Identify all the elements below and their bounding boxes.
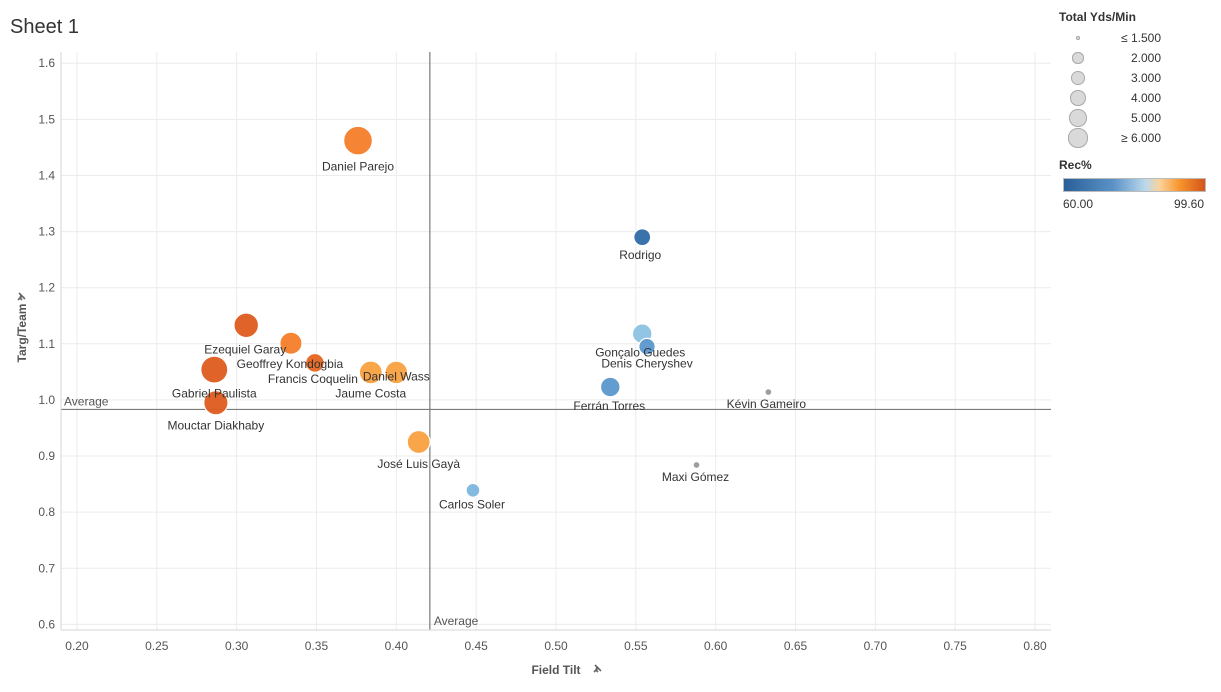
data-point[interactable] <box>599 376 621 398</box>
axes: 0.20 0.25 0.30 0.35 0.40 0.45 0.50 0.55 0.60 0.65… <box>38 52 1051 653</box>
data-point[interactable] <box>343 125 373 156</box>
x-tick-label: 0.70 <box>864 639 888 653</box>
data-point[interactable] <box>233 312 260 339</box>
y-tick-label: 0.9 <box>38 449 55 463</box>
data-point[interactable] <box>304 352 325 373</box>
x-average-label: Average <box>434 614 479 628</box>
size-legend-circle <box>1072 52 1084 64</box>
size-legend-circle <box>1070 90 1086 106</box>
x-axis-title: Field Tilt <box>531 663 580 677</box>
data-point[interactable] <box>692 460 701 470</box>
x-tick-label: 0.65 <box>784 639 808 653</box>
size-legend-label: ≥ 6.000 <box>1121 131 1161 145</box>
y-tick-label: 1.5 <box>38 112 55 126</box>
y-average-label: Average <box>64 394 109 408</box>
data-point[interactable] <box>764 388 773 397</box>
y-tick-label: 1.2 <box>38 281 55 295</box>
color-legend-min: 60.00 <box>1063 197 1094 211</box>
y-axis-pin-icon[interactable] <box>17 292 26 301</box>
data-point[interactable] <box>633 228 652 247</box>
data-label: Carlos Soler <box>439 497 505 511</box>
size-legend-item: ≥ 6.000 <box>1059 128 1219 148</box>
data-label: Gabriel Paulista <box>172 387 257 401</box>
size-legend-circle <box>1071 71 1085 85</box>
size-legend-circle <box>1068 128 1088 148</box>
y-tick-label: 1.0 <box>38 393 55 407</box>
x-tick-label: 0.35 <box>305 639 329 653</box>
data-label: Maxi Gómez <box>662 470 729 484</box>
data-point[interactable] <box>358 360 383 385</box>
sheet-title: Sheet 1 <box>10 16 79 38</box>
size-legend-item: 2.000 <box>1059 48 1219 68</box>
data-label: Rodrigo <box>619 248 661 262</box>
color-legend-title: Rec% <box>1059 158 1092 172</box>
x-tick-label: 0.20 <box>65 639 89 653</box>
size-legend-item: 3.000 <box>1059 68 1219 88</box>
x-tick-label: 0.55 <box>624 639 648 653</box>
size-legend-label: ≤ 1.500 <box>1121 31 1161 45</box>
data-point[interactable] <box>406 429 431 455</box>
data-label: Daniel Wass <box>363 369 430 383</box>
data-label: Jaume Costa <box>335 386 406 400</box>
data-label: José Luis Gayà <box>377 457 460 471</box>
y-tick-label: 0.7 <box>38 561 55 575</box>
y-tick-label: 0.8 <box>38 505 55 519</box>
data-point[interactable] <box>279 331 303 355</box>
size-legend-item: 4.000 <box>1059 88 1219 108</box>
y-tick-label: 1.3 <box>38 225 55 239</box>
data-labels: Daniel Parejo Rodrigo Ezequiel GarayGeoffr… <box>168 160 807 512</box>
size-legend-circle <box>1069 109 1087 127</box>
y-tick-label: 1.4 <box>38 168 55 182</box>
x-tick-label: 0.80 <box>1023 639 1047 653</box>
size-legend-label: 5.000 <box>1130 111 1161 125</box>
data-points <box>200 125 773 498</box>
data-label: Denis Cheryshev <box>601 357 692 371</box>
size-legend-label: 3.000 <box>1130 71 1161 85</box>
y-tick-label: 1.1 <box>38 337 55 351</box>
x-tick-label: 0.75 <box>944 639 968 653</box>
x-tick-label: 0.25 <box>145 639 169 653</box>
y-tick-label: 0.6 <box>38 617 55 631</box>
x-tick-label: 0.40 <box>385 639 409 653</box>
size-legend-item: ≤ 1.500 <box>1059 28 1219 48</box>
x-tick-label: 0.50 <box>544 639 568 653</box>
data-label: Gonçalo Guedes <box>595 346 685 360</box>
x-tick-label: 0.60 <box>704 639 728 653</box>
data-point[interactable] <box>203 390 229 416</box>
size-legend-label: 2.000 <box>1130 51 1161 65</box>
y-axis-title: Targ/Team <box>15 304 29 363</box>
data-label: Francis Coquelin <box>268 372 358 386</box>
data-point[interactable] <box>384 360 409 385</box>
data-label: Daniel Parejo <box>322 160 394 174</box>
size-legend-title: Total Yds/Min <box>1059 10 1136 24</box>
size-legend-circle <box>1076 36 1080 40</box>
data-point[interactable] <box>465 482 481 498</box>
y-tick-label: 1.6 <box>38 56 55 70</box>
legend-panel: Total Yds/Min ≤ 1.500 2.000 3.000 4.000 5.00… <box>1059 10 1219 211</box>
data-label: Ferrán Torres <box>573 399 645 413</box>
x-tick-label: 0.30 <box>225 639 249 653</box>
data-label: Ezequiel Garay <box>204 342 286 356</box>
x-tick-label: 0.45 <box>464 639 488 653</box>
color-legend-gradient <box>1063 178 1206 192</box>
grid-layer <box>61 52 1051 630</box>
size-legend-label: 4.000 <box>1130 91 1161 105</box>
x-axis-pin-icon[interactable] <box>593 664 602 673</box>
size-legend-item: 5.000 <box>1059 108 1219 128</box>
data-point[interactable] <box>638 337 656 356</box>
data-label: Geoffrey Kondogbia <box>237 357 344 371</box>
color-legend-max: 99.60 <box>1174 197 1205 211</box>
data-label: Mouctar Diakhaby <box>168 419 265 433</box>
data-point[interactable] <box>200 355 229 384</box>
data-label: Kévin Gameiro <box>727 397 807 411</box>
